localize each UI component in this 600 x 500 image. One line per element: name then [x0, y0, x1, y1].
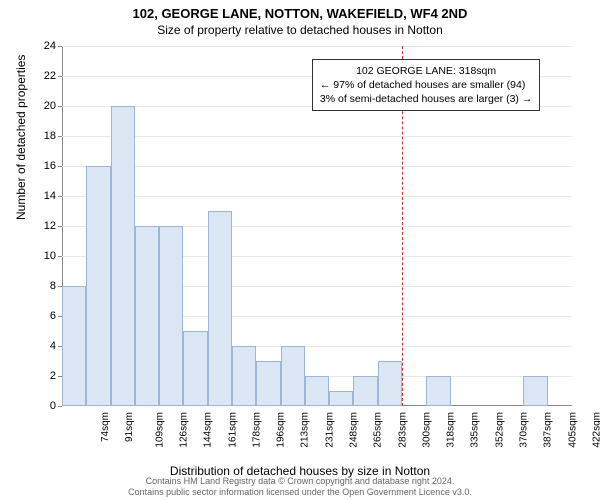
y-tick-mark — [58, 406, 62, 407]
plot-region: 02468101214161820222474sqm91sqm109sqm126… — [62, 46, 572, 406]
y-tick-label: 10 — [30, 250, 56, 262]
histogram-bar — [159, 226, 183, 406]
x-tick-label: 283sqm — [397, 412, 408, 448]
histogram-bar — [111, 106, 135, 406]
x-tick-label: 144sqm — [203, 412, 214, 448]
chart-title-sub: Size of property relative to detached ho… — [0, 21, 600, 37]
x-tick-label: 248sqm — [349, 412, 360, 448]
gridline — [62, 136, 572, 137]
histogram-bar — [135, 226, 159, 406]
histogram-bar — [256, 361, 280, 406]
histogram-bar — [378, 361, 402, 406]
x-tick-label: 422sqm — [591, 412, 600, 448]
histogram-bar — [232, 346, 256, 406]
y-tick-label: 8 — [30, 280, 56, 292]
y-tick-mark — [58, 136, 62, 137]
histogram-bar — [353, 376, 377, 406]
annotation-line: 3% of semi-detached houses are larger (3… — [320, 92, 532, 106]
x-tick-label: 74sqm — [100, 412, 111, 442]
x-tick-label: 405sqm — [567, 412, 578, 448]
gridline — [62, 166, 572, 167]
attribution: Contains HM Land Registry data © Crown c… — [0, 476, 600, 498]
x-tick-label: 370sqm — [519, 412, 530, 448]
attribution-line1: Contains HM Land Registry data © Crown c… — [0, 476, 600, 487]
y-tick-mark — [58, 166, 62, 167]
histogram-bar — [62, 286, 86, 406]
y-tick-label: 20 — [30, 100, 56, 112]
histogram-bar — [426, 376, 450, 406]
y-tick-mark — [58, 226, 62, 227]
y-axis-title: Number of detached properties — [14, 55, 28, 220]
histogram-bar — [86, 166, 110, 406]
y-tick-mark — [58, 196, 62, 197]
y-tick-label: 4 — [30, 340, 56, 352]
histogram-bar — [281, 346, 305, 406]
x-tick-label: 265sqm — [373, 412, 384, 448]
y-tick-mark — [58, 106, 62, 107]
y-tick-label: 2 — [30, 370, 56, 382]
x-tick-label: 231sqm — [324, 412, 335, 448]
histogram-bar — [523, 376, 547, 406]
x-tick-label: 91sqm — [124, 412, 135, 442]
y-tick-label: 14 — [30, 190, 56, 202]
x-tick-label: 300sqm — [421, 412, 432, 448]
x-tick-label: 213sqm — [300, 412, 311, 448]
y-tick-label: 18 — [30, 130, 56, 142]
gridline — [62, 46, 572, 47]
y-tick-mark — [58, 256, 62, 257]
x-tick-label: 387sqm — [543, 412, 554, 448]
y-tick-label: 0 — [30, 400, 56, 412]
x-tick-label: 352sqm — [494, 412, 505, 448]
x-tick-label: 318sqm — [446, 412, 457, 448]
y-tick-mark — [58, 76, 62, 77]
chart-plot-area: 02468101214161820222474sqm91sqm109sqm126… — [62, 46, 572, 406]
annotation-line: ← 97% of detached houses are smaller (94… — [320, 78, 532, 92]
chart-title-main: 102, GEORGE LANE, NOTTON, WAKEFIELD, WF4… — [0, 0, 600, 21]
annotation-line: 102 GEORGE LANE: 318sqm — [320, 64, 532, 78]
y-tick-label: 24 — [30, 40, 56, 52]
x-tick-label: 109sqm — [154, 412, 165, 448]
x-tick-label: 196sqm — [276, 412, 287, 448]
attribution-line2: Contains public sector information licen… — [0, 487, 600, 498]
histogram-bar — [305, 376, 329, 406]
y-tick-label: 6 — [30, 310, 56, 322]
gridline — [62, 196, 572, 197]
y-tick-label: 12 — [30, 220, 56, 232]
x-tick-label: 178sqm — [251, 412, 262, 448]
y-tick-label: 22 — [30, 70, 56, 82]
y-tick-mark — [58, 46, 62, 47]
y-tick-label: 16 — [30, 160, 56, 172]
x-tick-label: 126sqm — [179, 412, 190, 448]
x-tick-label: 335sqm — [470, 412, 481, 448]
x-tick-label: 161sqm — [227, 412, 238, 448]
histogram-bar — [183, 331, 207, 406]
histogram-bar — [208, 211, 232, 406]
histogram-bar — [329, 391, 353, 406]
annotation-box: 102 GEORGE LANE: 318sqm← 97% of detached… — [312, 59, 540, 112]
